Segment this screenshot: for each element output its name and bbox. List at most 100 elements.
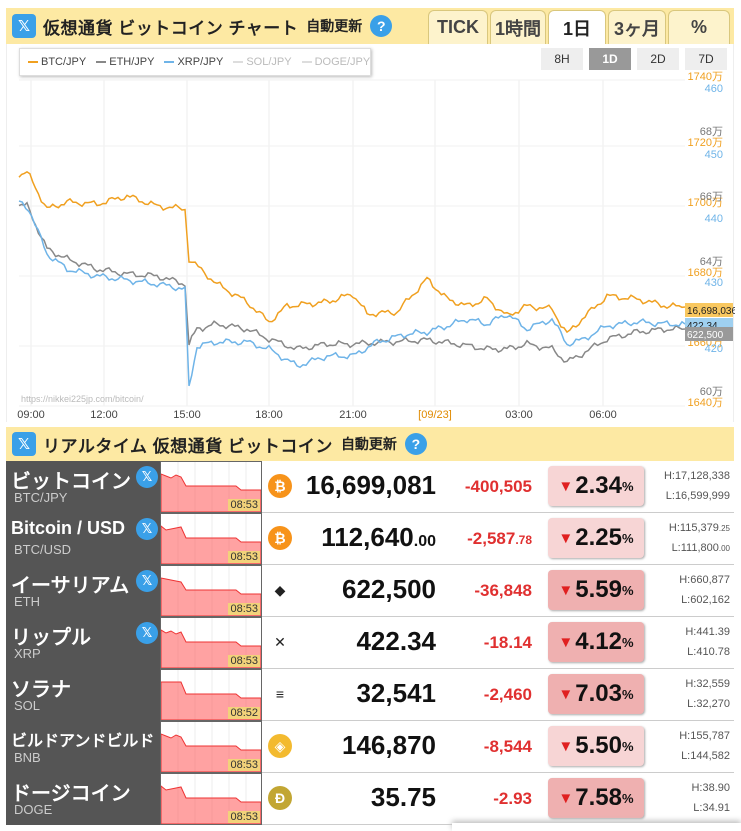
realtime-header: 𝕏 リアルタイム 仮想通貨 ビットコイン 自動更新 ? (6, 427, 734, 461)
x-share-icon[interactable]: 𝕏 (136, 466, 158, 488)
coin-name-cell[interactable]: ソラナ SOL (6, 669, 160, 721)
update-time: 08:53 (228, 655, 260, 667)
coin-name[interactable]: ドージコイン (11, 783, 131, 805)
help-icon[interactable]: ? (370, 15, 393, 37)
x-tick-label: 15:00 (173, 409, 201, 421)
percent-change-badge: ▼ 7.03 % (548, 674, 644, 714)
coin-name-cell[interactable]: ビットコイン BTC/JPY 𝕏 (6, 461, 160, 513)
range-1d[interactable]: 1D (589, 48, 631, 70)
day-low: L:32,270 (687, 698, 730, 710)
price-change: -2.93 (493, 789, 532, 808)
btc-axis-label: 1640万 (688, 397, 723, 409)
coin-symbol: BNB (14, 750, 41, 765)
day-low: L:111,800.00 (671, 542, 730, 554)
price-change: -400,505 (464, 477, 532, 496)
xrp-axis-label: 450 (705, 149, 723, 161)
coin-symbol: BTC/JPY (14, 490, 68, 505)
xrp-axis-label: 440 (705, 213, 723, 225)
coin-name[interactable]: Bitcoin / USD (11, 518, 126, 538)
coin-logo-icon: Ð (268, 786, 292, 810)
coin-name[interactable]: イーサリアム (11, 575, 130, 597)
xrp-series-line (18, 200, 686, 387)
coin-logo-icon: ◈ (268, 734, 292, 758)
xrp-last-value: 422.34 (687, 321, 718, 332)
sparkline-chart[interactable]: 08:53 (160, 565, 262, 617)
sparkline-chart[interactable]: 08:53 (160, 773, 262, 825)
x-tick-label: 03:00 (505, 409, 533, 421)
sparkline-chart[interactable]: 08:52 (160, 669, 262, 721)
down-arrow-icon: ▼ (558, 477, 574, 495)
legend-item-sol[interactable]: SOL/JPY (233, 56, 292, 68)
tab-tick[interactable]: TICK (428, 10, 488, 44)
tab-1day[interactable]: 1日 (548, 10, 606, 44)
coin-name[interactable]: ソラナ (11, 679, 71, 701)
legend-item-eth[interactable]: ETH/JPY (96, 56, 154, 68)
x-tick-label: [09/23] (418, 409, 452, 421)
table-row[interactable]: ビットコイン BTC/JPY 𝕏 08:53 ₿ 16,699,081 -400… (6, 461, 734, 513)
day-high: H:441.39 (685, 626, 730, 638)
table-row[interactable]: ソラナ SOL 08:52 ≡ 32,541 -2,460 ▼ 7.03 % H… (6, 669, 734, 721)
coin-name[interactable]: ビットコイン (11, 471, 131, 493)
btc-series-line (18, 171, 686, 334)
day-high: H:17,128,338 (663, 470, 730, 482)
eth-last-value: 622,500 (687, 330, 724, 341)
chart-canvas: 09:00 12:00 15:00 18:00 21:00 [09/23] 03:00 06:… (17, 71, 735, 421)
day-low: L:34.91 (693, 802, 730, 814)
sparkline-chart[interactable]: 08:53 (160, 617, 262, 669)
range-8h[interactable]: 8H (541, 48, 583, 70)
legend-item-doge[interactable]: DOGE/JPY (301, 56, 370, 68)
sparkline-chart[interactable]: 08:53 (160, 461, 262, 513)
day-high: H:32,559 (685, 678, 730, 690)
table-row[interactable]: リップル XRP 𝕏 08:53 ✕ 422.34 -18.14 ▼ 4.12 … (6, 617, 734, 669)
range-7d[interactable]: 7D (685, 48, 727, 70)
xrp-axis-label: 420 (705, 343, 723, 355)
update-time: 08:53 (228, 811, 260, 823)
btc-axis-label: 1680万 (688, 267, 723, 279)
x-share-icon[interactable]: 𝕏 (12, 432, 36, 456)
coin-name[interactable]: ビルドアンドビルド (11, 733, 155, 750)
coin-logo-icon: ≡ (268, 682, 292, 706)
x-share-icon[interactable]: 𝕏 (136, 570, 158, 592)
eth-axis-label: 66万 (700, 191, 723, 203)
coin-name-cell[interactable]: リップル XRP 𝕏 (6, 617, 160, 669)
coin-name-cell[interactable]: イーサリアム ETH 𝕏 (6, 565, 160, 617)
coin-name-cell[interactable]: ビルドアンドビルド BNB (6, 721, 160, 773)
table-row[interactable]: Bitcoin / USD BTC/USD 𝕏 08:53 ₿ 112,640.… (6, 513, 734, 565)
x-tick-label: 09:00 (17, 409, 45, 421)
update-time: 08:52 (228, 707, 260, 719)
down-arrow-icon: ▼ (558, 633, 574, 651)
current-price: 422.34 (356, 626, 436, 656)
table-row[interactable]: ビルドアンドビルド BNB 08:53 ◈ 146,870 -8,544 ▼ 5… (6, 721, 734, 773)
table-row[interactable]: ドージコイン DOGE 08:53 Ð 35.75 -2.93 ▼ 7.58 %… (6, 773, 734, 825)
current-price: 622,500 (342, 574, 436, 604)
help-icon[interactable]: ? (404, 433, 427, 455)
table-row[interactable]: イーサリアム ETH 𝕏 08:53 ◆ 622,500 -36,848 ▼ 5… (6, 565, 734, 617)
x-share-icon[interactable]: 𝕏 (12, 14, 36, 38)
current-price: 112,640.00 (321, 522, 436, 552)
day-high: H:660,877 (679, 574, 730, 586)
range-2d[interactable]: 2D (637, 48, 679, 70)
sparkline-chart[interactable]: 08:53 (160, 513, 262, 565)
coin-symbol: BTC/USD (14, 542, 72, 557)
tab-1hour[interactable]: 1時間 (490, 10, 546, 44)
coin-name[interactable]: リップル (11, 627, 91, 649)
day-high: H:115,379.25 (668, 522, 730, 534)
update-time: 08:53 (228, 603, 260, 615)
coin-logo-icon: ₿ (268, 526, 292, 550)
sparkline-chart[interactable]: 08:53 (160, 721, 262, 773)
chart-header: 𝕏 仮想通貨 ビットコイン チャート 自動更新 ? TICK 1時間 1日 3ヶ… (6, 8, 734, 44)
tab-3month[interactable]: 3ヶ月 (608, 10, 666, 44)
legend-item-btc[interactable]: BTC/JPY (28, 56, 86, 68)
coin-name-cell[interactable]: ドージコイン DOGE (6, 773, 160, 825)
x-share-icon[interactable]: 𝕏 (136, 518, 158, 540)
down-arrow-icon: ▼ (558, 685, 574, 703)
auto-update-label: 自動更新 (306, 18, 363, 34)
day-low: L:144,582 (681, 750, 730, 762)
legend-item-xrp[interactable]: XRP/JPY (164, 56, 223, 68)
tab-percent[interactable]: % (668, 10, 730, 44)
day-high: H:155,787 (679, 730, 730, 742)
price-change: -8,544 (483, 737, 532, 756)
coin-name-cell[interactable]: Bitcoin / USD BTC/USD 𝕏 (6, 513, 160, 565)
current-price: 35.75 (370, 782, 436, 812)
x-share-icon[interactable]: 𝕏 (136, 622, 158, 644)
